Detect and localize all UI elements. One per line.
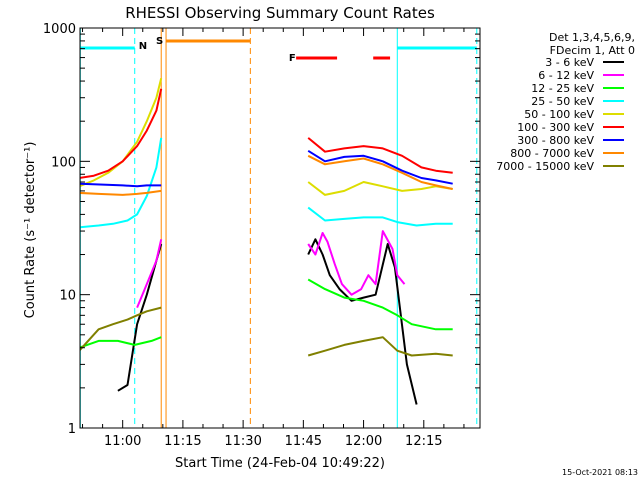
series-line-7 bbox=[80, 154, 453, 196]
x-tick-label-2: 11:30 bbox=[224, 434, 261, 449]
x-tick-label-5: 12:15 bbox=[405, 434, 442, 449]
legend-header-1: Det 1,3,4,5,6,9, bbox=[549, 31, 635, 44]
y-tick-label-3: 1000 bbox=[43, 22, 76, 37]
legend-label-8: 7000 - 15000 keV bbox=[496, 160, 594, 173]
series-line-8 bbox=[80, 306, 453, 357]
series-line-5 bbox=[80, 88, 453, 179]
flag-label-n: N bbox=[139, 41, 147, 52]
series-line-4 bbox=[80, 77, 453, 196]
legend-label-7: 800 - 7000 keV bbox=[510, 147, 594, 160]
y-axis-label: Count Rate (s⁻¹ detector⁻¹) bbox=[23, 142, 38, 319]
legend-label-2: 12 - 25 keV bbox=[531, 82, 594, 95]
x-tick-label-1: 11:15 bbox=[164, 434, 201, 449]
timestamp-label: 15-Oct-2021 08:13 bbox=[562, 468, 638, 477]
series-line-0 bbox=[117, 238, 418, 405]
x-axis-label: Start Time (24-Feb-04 10:49:22) bbox=[175, 456, 385, 471]
series-line-1 bbox=[136, 230, 406, 308]
legend-label-6: 300 - 800 keV bbox=[517, 134, 594, 147]
legend-label-1: 6 - 12 keV bbox=[538, 69, 594, 82]
x-tick-label-4: 12:00 bbox=[345, 434, 382, 449]
plot-frame bbox=[79, 27, 481, 429]
series-line-2 bbox=[80, 278, 453, 349]
legend-label-4: 50 - 100 keV bbox=[524, 108, 594, 121]
flag-label-f: F bbox=[289, 53, 296, 64]
series-line-6 bbox=[80, 149, 453, 188]
plot-area bbox=[80, 28, 478, 428]
y-tick-label-0: 1 bbox=[68, 422, 76, 437]
legend-label-0: 3 - 6 keV bbox=[545, 56, 594, 69]
y-tick-label-1: 10 bbox=[59, 289, 76, 304]
chart-title: RHESSI Observing Summary Count Rates bbox=[125, 4, 435, 22]
series-line-3 bbox=[80, 137, 453, 229]
legend-label-3: 25 - 50 keV bbox=[531, 95, 594, 108]
flag-label-s: S bbox=[156, 36, 163, 47]
legend-label-5: 100 - 300 keV bbox=[517, 121, 594, 134]
x-tick-label-3: 11:45 bbox=[285, 434, 322, 449]
legend-header-2: FDecim 1, Att 0 bbox=[550, 44, 635, 57]
x-tick-label-0: 11:00 bbox=[104, 434, 141, 449]
y-tick-label-2: 100 bbox=[51, 155, 76, 170]
